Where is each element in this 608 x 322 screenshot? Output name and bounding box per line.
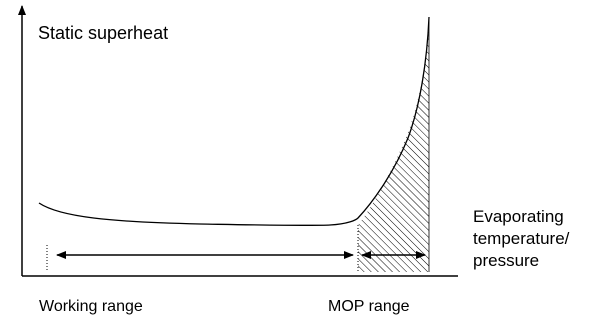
- superheat-curve: [38, 16, 430, 227]
- x-axis-label-line-3: pressure: [473, 251, 540, 271]
- mop-hatched-area: [358, 17, 429, 272]
- x-axis-label-line-2: temperature/: [473, 229, 570, 249]
- x-axis-label-line-1: Evaporating: [473, 207, 564, 226]
- working-range-label: Working range: [39, 298, 143, 315]
- x-axis-label: Evaporating temperature/ pressure: [473, 206, 569, 272]
- y-axis-label: Static superheat: [38, 23, 169, 43]
- mop-range-label: MOP range: [328, 298, 410, 315]
